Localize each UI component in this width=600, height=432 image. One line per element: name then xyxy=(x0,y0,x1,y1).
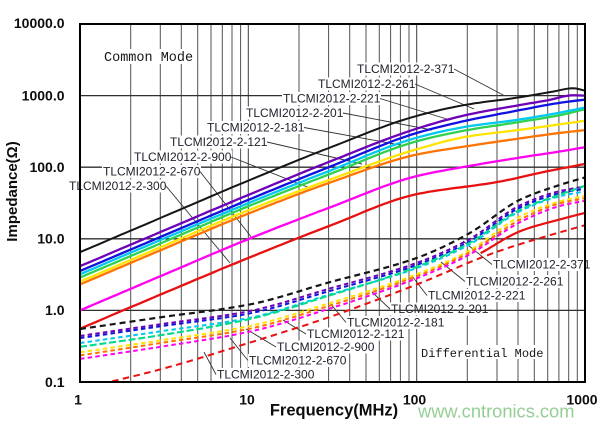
svg-text:1000: 1000 xyxy=(566,392,597,408)
svg-text:Frequency(MHz): Frequency(MHz) xyxy=(270,402,398,420)
svg-text:10.0: 10.0 xyxy=(37,231,64,247)
svg-text:TLCMI2012-2-261: TLCMI2012-2-261 xyxy=(466,275,564,289)
svg-text:Differential Mode: Differential Mode xyxy=(421,347,543,361)
svg-text:TLCMI2012-2-670: TLCMI2012-2-670 xyxy=(103,165,201,179)
svg-text:0.1: 0.1 xyxy=(45,374,65,390)
svg-text:TLCMI2012-2-261: TLCMI2012-2-261 xyxy=(318,77,416,91)
svg-text:www.cntronics.com: www.cntronics.com xyxy=(417,401,574,422)
svg-text:TLCMI2012-2-121: TLCMI2012-2-121 xyxy=(170,135,268,149)
svg-text:1.0: 1.0 xyxy=(45,302,65,318)
svg-text:1: 1 xyxy=(74,392,82,408)
svg-text:TLCMI2012-2-900: TLCMI2012-2-900 xyxy=(277,340,375,354)
svg-text:TLCMI2012-2-670: TLCMI2012-2-670 xyxy=(249,354,347,368)
svg-text:TLCMI2012-2-221: TLCMI2012-2-221 xyxy=(283,92,381,106)
svg-text:TLCMI2012-2-201: TLCMI2012-2-201 xyxy=(391,302,489,316)
svg-text:TLCMI2012-2-371: TLCMI2012-2-371 xyxy=(357,62,455,76)
svg-text:10: 10 xyxy=(239,392,255,408)
svg-text:Impedance(Ω): Impedance(Ω) xyxy=(4,141,21,241)
svg-text:TLCMI2012-2-900: TLCMI2012-2-900 xyxy=(134,150,232,164)
svg-text:Common Mode: Common Mode xyxy=(104,51,193,66)
svg-text:100.0: 100.0 xyxy=(29,159,64,175)
svg-text:TLCMI2012-2-201: TLCMI2012-2-201 xyxy=(246,106,344,120)
svg-text:1000.0: 1000.0 xyxy=(22,87,65,103)
svg-text:TLCMI2012-2-181: TLCMI2012-2-181 xyxy=(207,121,305,135)
svg-text:TLCMI2012-2-300: TLCMI2012-2-300 xyxy=(217,368,315,382)
svg-text:TLCMI2012-2-121: TLCMI2012-2-121 xyxy=(307,327,405,341)
svg-text:10000.0: 10000.0 xyxy=(14,15,65,31)
svg-text:TLCMI2012-2-221: TLCMI2012-2-221 xyxy=(428,289,526,303)
svg-text:TLCMI2012-2-181: TLCMI2012-2-181 xyxy=(347,316,445,330)
svg-text:100: 100 xyxy=(403,392,427,408)
svg-text:TLCMI2012-2-300: TLCMI2012-2-300 xyxy=(69,179,167,193)
svg-text:TLCMI2012-2-371: TLCMI2012-2-371 xyxy=(493,258,591,272)
